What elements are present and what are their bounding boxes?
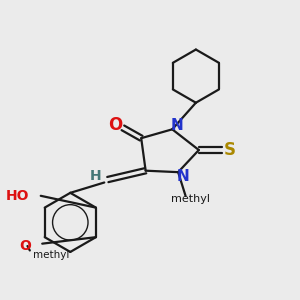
Text: N: N <box>171 118 183 133</box>
Text: H: H <box>90 169 101 183</box>
Text: S: S <box>224 141 236 159</box>
Text: O: O <box>108 116 122 134</box>
Text: N: N <box>176 169 189 184</box>
Text: methyl: methyl <box>171 194 210 204</box>
Text: HO: HO <box>5 189 29 203</box>
Text: O: O <box>20 239 31 253</box>
Text: methyl: methyl <box>33 250 69 260</box>
